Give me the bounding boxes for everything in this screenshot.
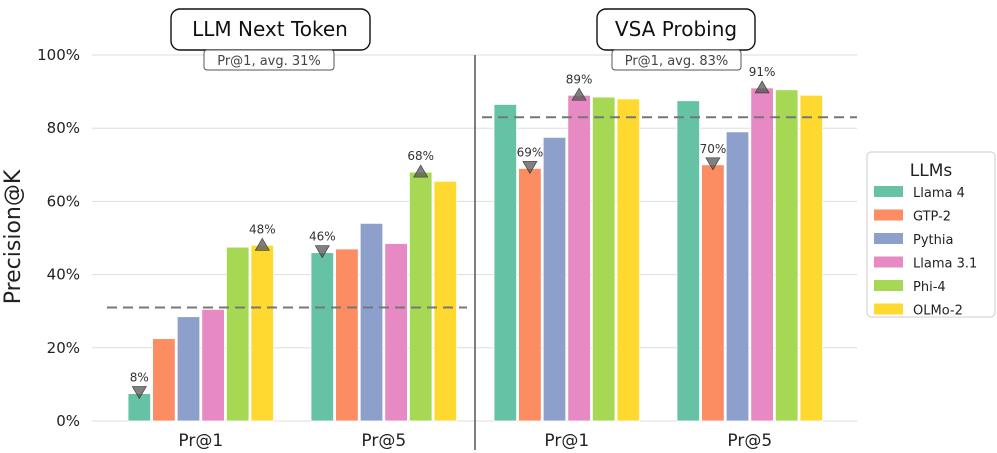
panel-subtitle: Pr@1, avg. 83% [625,54,729,69]
x-tick-label: Pr@1 [544,431,589,451]
x-tick-label: Pr@5 [727,431,772,451]
panel-subtitle: Pr@1, avg. 31% [217,54,321,69]
legend-swatch [874,233,903,244]
bar-pythia-pr1 [542,136,567,422]
y-tick-label: 60% [47,192,80,210]
y-axis: 0% 20% 40% 60% 80% 100% [37,46,80,430]
legend-swatch [874,256,903,268]
y-tick-label: 0% [56,412,80,430]
min-marker-icon [314,245,330,259]
legend-swatch [874,186,903,197]
bar-pythia-pr5 [359,222,384,422]
y-axis-label: Precision@K [1,169,26,304]
x-tick-label: Pr@1 [178,431,223,451]
y-tick-label: 80% [47,119,80,137]
bar-llama-4-pr5 [676,100,701,422]
data-label: 89% [566,72,593,86]
bar-phi-4-pr5 [775,89,799,422]
bar-llama-3-1-pr1 [201,308,225,422]
bar-phi-4-pr5 [408,171,433,422]
panel-0: Pr@1 Pr@5 8% 48% 46% 68% LLM Next Token Pr@1, a… [107,8,467,451]
bar-pythia-pr1 [176,316,201,422]
bar-gtp-2-pr5 [701,164,725,422]
legend: LLMs Llama 4 GTP-2 Pythia Llama 3.1 Phi-4 OLMo… [866,151,996,319]
bar-llama-4-pr1 [493,104,518,422]
bar-phi-4-pr1 [592,96,616,422]
data-label: 68% [407,149,434,163]
y-tick-label: 100% [37,46,80,64]
data-label: 70% [700,142,727,156]
bar-olmo-2-pr1 [616,98,641,422]
max-marker-icon [413,164,429,178]
max-marker-icon [754,80,770,94]
data-label: 91% [749,65,776,79]
data-label: 69% [517,145,544,159]
bar-olmo-2-pr5 [433,180,458,422]
bar-pythia-pr5 [725,131,750,422]
min-marker-icon [131,386,147,400]
panel-title: LLM Next Token [192,17,348,41]
bar-gtp-2-pr1 [152,338,176,422]
legend-entry: Llama 4 [913,186,965,201]
legend-swatch [874,303,903,315]
min-marker-icon [705,157,721,171]
data-label: 8% [130,371,149,385]
legend-entry: GTP-2 [913,210,951,225]
x-tick-label: Pr@5 [361,431,406,451]
bar-llama-3-1-pr5 [750,87,774,422]
legend-swatch [874,280,903,291]
bar-olmo-2-pr5 [799,94,824,422]
bar-gtp-2-pr5 [335,248,359,422]
panel-title: VSA Probing [615,17,737,41]
panel-1: Pr@1 Pr@5 69% 89% 70% 91% VSA Probing Pr@1, avg… [482,8,857,451]
bar-olmo-2-pr1 [250,244,275,422]
bar-gtp-2-pr1 [518,168,542,422]
panels: Pr@1 Pr@5 8% 48% 46% 68% LLM Next Token Pr@1, a… [107,8,857,451]
legend-entry: Llama 3.1 [913,257,977,272]
panel-subtitle-box [611,49,742,71]
legend-entry: OLMo-2 [913,304,963,319]
legend-entry: Phi-4 [913,280,946,295]
max-marker-icon [571,87,587,101]
legend-entry: Pythia [913,233,953,248]
max-marker-icon [254,237,270,251]
y-tick-label: 20% [47,339,80,357]
legend-swatch [874,209,903,221]
min-marker-icon [522,161,538,175]
bar-phi-4-pr1 [225,246,250,422]
panel-subtitle-box [203,49,335,71]
bar-llama-4-pr5 [310,252,335,422]
bar-llama-3-1-pr5 [384,243,408,422]
data-label: 46% [309,230,336,244]
data-label: 48% [249,222,276,236]
bar-llama-3-1-pr1 [567,94,591,422]
y-tick-label: 40% [47,266,80,284]
legend-title: LLMs [910,161,953,181]
